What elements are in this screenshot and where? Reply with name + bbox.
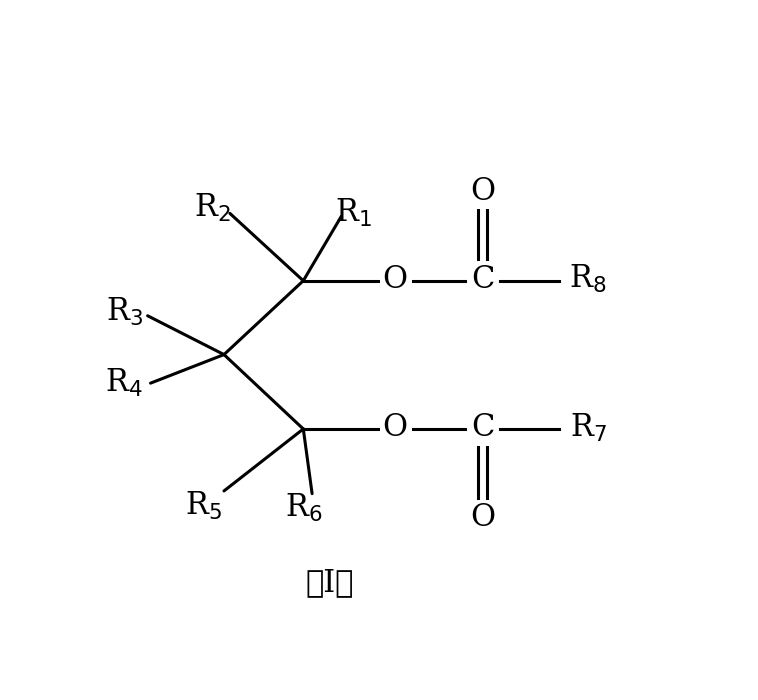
Text: （I）: （I） [305, 567, 354, 598]
Text: R$_8$: R$_8$ [569, 263, 607, 295]
Text: O: O [382, 264, 407, 295]
Text: C: C [471, 412, 494, 443]
Text: R$_6$: R$_6$ [284, 492, 322, 524]
Text: R$_2$: R$_2$ [194, 192, 230, 224]
Text: R$_5$: R$_5$ [185, 489, 222, 522]
Text: O: O [470, 503, 495, 533]
Text: O: O [470, 176, 495, 207]
Text: R$_4$: R$_4$ [105, 367, 143, 399]
Text: O: O [382, 412, 407, 443]
Text: C: C [471, 264, 494, 295]
Text: R$_7$: R$_7$ [570, 412, 606, 444]
Text: R$_3$: R$_3$ [105, 295, 143, 328]
Text: R$_1$: R$_1$ [335, 197, 371, 230]
